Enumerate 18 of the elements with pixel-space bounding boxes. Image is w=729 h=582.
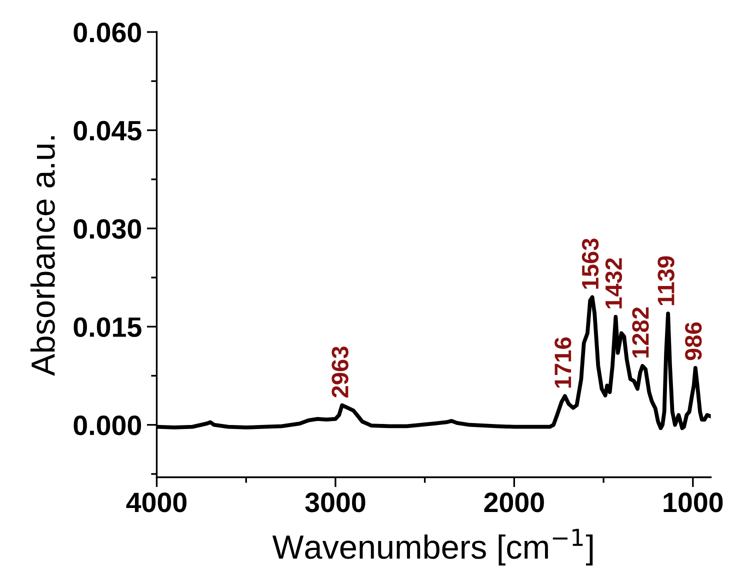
annotation: 986 (685, 322, 702, 360)
annotation: 1139 (658, 256, 674, 306)
annotation: 1432 (605, 258, 622, 308)
annotation: 1282 (632, 307, 649, 358)
annotation: 1563 (582, 238, 599, 289)
y-tick-label: 0.060 (74, 22, 142, 42)
x-tick-label: 2000 (484, 492, 544, 512)
y-tick-label: 0.000 (74, 416, 142, 436)
y-tick-label: 0.045 (74, 120, 142, 141)
y-tick-label: 0.030 (74, 219, 142, 239)
annotation: 1716 (554, 337, 572, 388)
x-tick-label: 3000 (305, 492, 366, 512)
y-tick-label: 0.015 (74, 317, 142, 337)
x-tick-label: 4000 (126, 492, 186, 512)
x-axis-title: Wavenumbers [cm$^{−1}$] (272, 528, 593, 566)
x-tick-label: 1000 (664, 492, 723, 512)
annotation: 2963 (332, 346, 348, 398)
y-axis-title: Absorbance a.u. (30, 136, 55, 376)
